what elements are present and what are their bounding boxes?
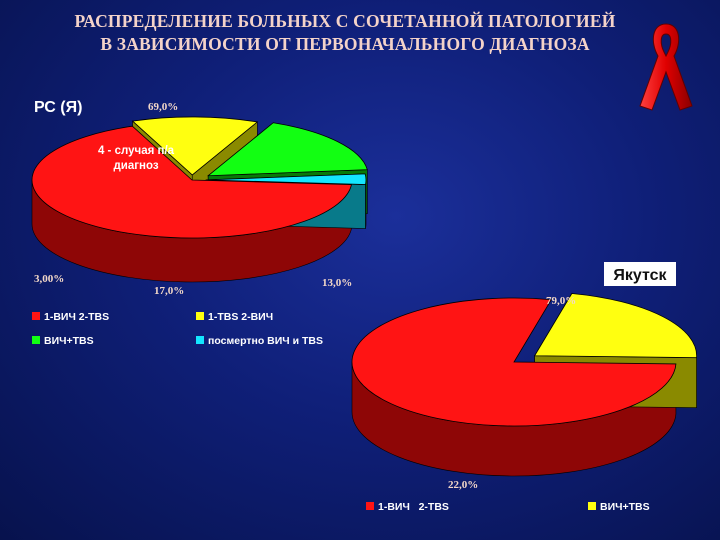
legend-swatch-yellow [588, 502, 596, 510]
chart2-label-slice-1: 22,0% [448, 479, 478, 491]
chart2-legend-0: 1-ВИЧ 2-TBS [378, 501, 449, 513]
chart2-title-box [604, 262, 676, 286]
chart1-label-slice-1: 13,0% [322, 277, 352, 289]
chart1-title: РС (Я) [34, 99, 82, 116]
chart1-slice-1 [131, 116, 259, 176]
legend-swatch-red [366, 502, 374, 510]
legend-swatch-green [32, 336, 40, 344]
red-ribbon-icon [639, 23, 693, 111]
chart1-legend-3: посмертно ВИЧ и TBS [208, 335, 323, 347]
chart-rs-ya: РС (Я) 4 - случая п/а диагноз 69,0% 13,0… [31, 99, 368, 347]
chart1-slice-0 [31, 125, 352, 239]
chart2-title: Якутск [613, 267, 667, 284]
legend-swatch-cyan [196, 336, 204, 344]
slide-title-line1: РАСПРЕДЕЛЕНИЕ БОЛЬНЫХ С СОЧЕТАННОЙ ПАТОЛ… [74, 11, 616, 31]
chart1-slice-2 [206, 122, 368, 177]
chart1-legend-0: 1-ВИЧ 2-TBS [44, 311, 109, 323]
chart2-slice-1 [533, 293, 697, 359]
chart-yakutsk: Якутск 79,0% 22,0% 1-ВИЧ 2-TBS ВИЧ+TBS [351, 262, 697, 513]
chart1-slice-3 [205, 173, 367, 185]
slide-title-line2: В ЗАВИСИМОСТИ ОТ ПЕРВОНАЧАЛЬНОГО ДИАГНОЗ… [100, 34, 590, 54]
legend-swatch-yellow [196, 312, 204, 320]
slide-title: РАСПРЕДЕЛЕНИЕ БОЛЬНЫХ С СОЧЕТАННОЙ ПАТОЛ… [0, 10, 690, 56]
chart1-label-slice-2: 17,0% [154, 285, 184, 297]
chart1-annotation-line1: 4 - случая п/а [98, 145, 175, 157]
chart1-legend: 1-ВИЧ 2-TBS 1-TBS 2-ВИЧ ВИЧ+TBS посмертн… [32, 311, 323, 347]
chart1-annotation-line2: диагноз [113, 160, 158, 172]
chart1-legend-2: ВИЧ+TBS [44, 335, 94, 347]
chart2-label-slice-0: 79,0% [546, 295, 576, 307]
chart1-legend-1: 1-TBS 2-ВИЧ [208, 311, 273, 323]
chart1-label-slice-0: 69,0% [148, 101, 178, 113]
chart2-legend-1: ВИЧ+TBS [600, 501, 650, 513]
chart2-slice-0 [351, 297, 677, 427]
legend-swatch-red [32, 312, 40, 320]
chart1-label-slice-3: 3,00% [34, 273, 64, 285]
chart2-legend: 1-ВИЧ 2-TBS ВИЧ+TBS [366, 501, 650, 513]
